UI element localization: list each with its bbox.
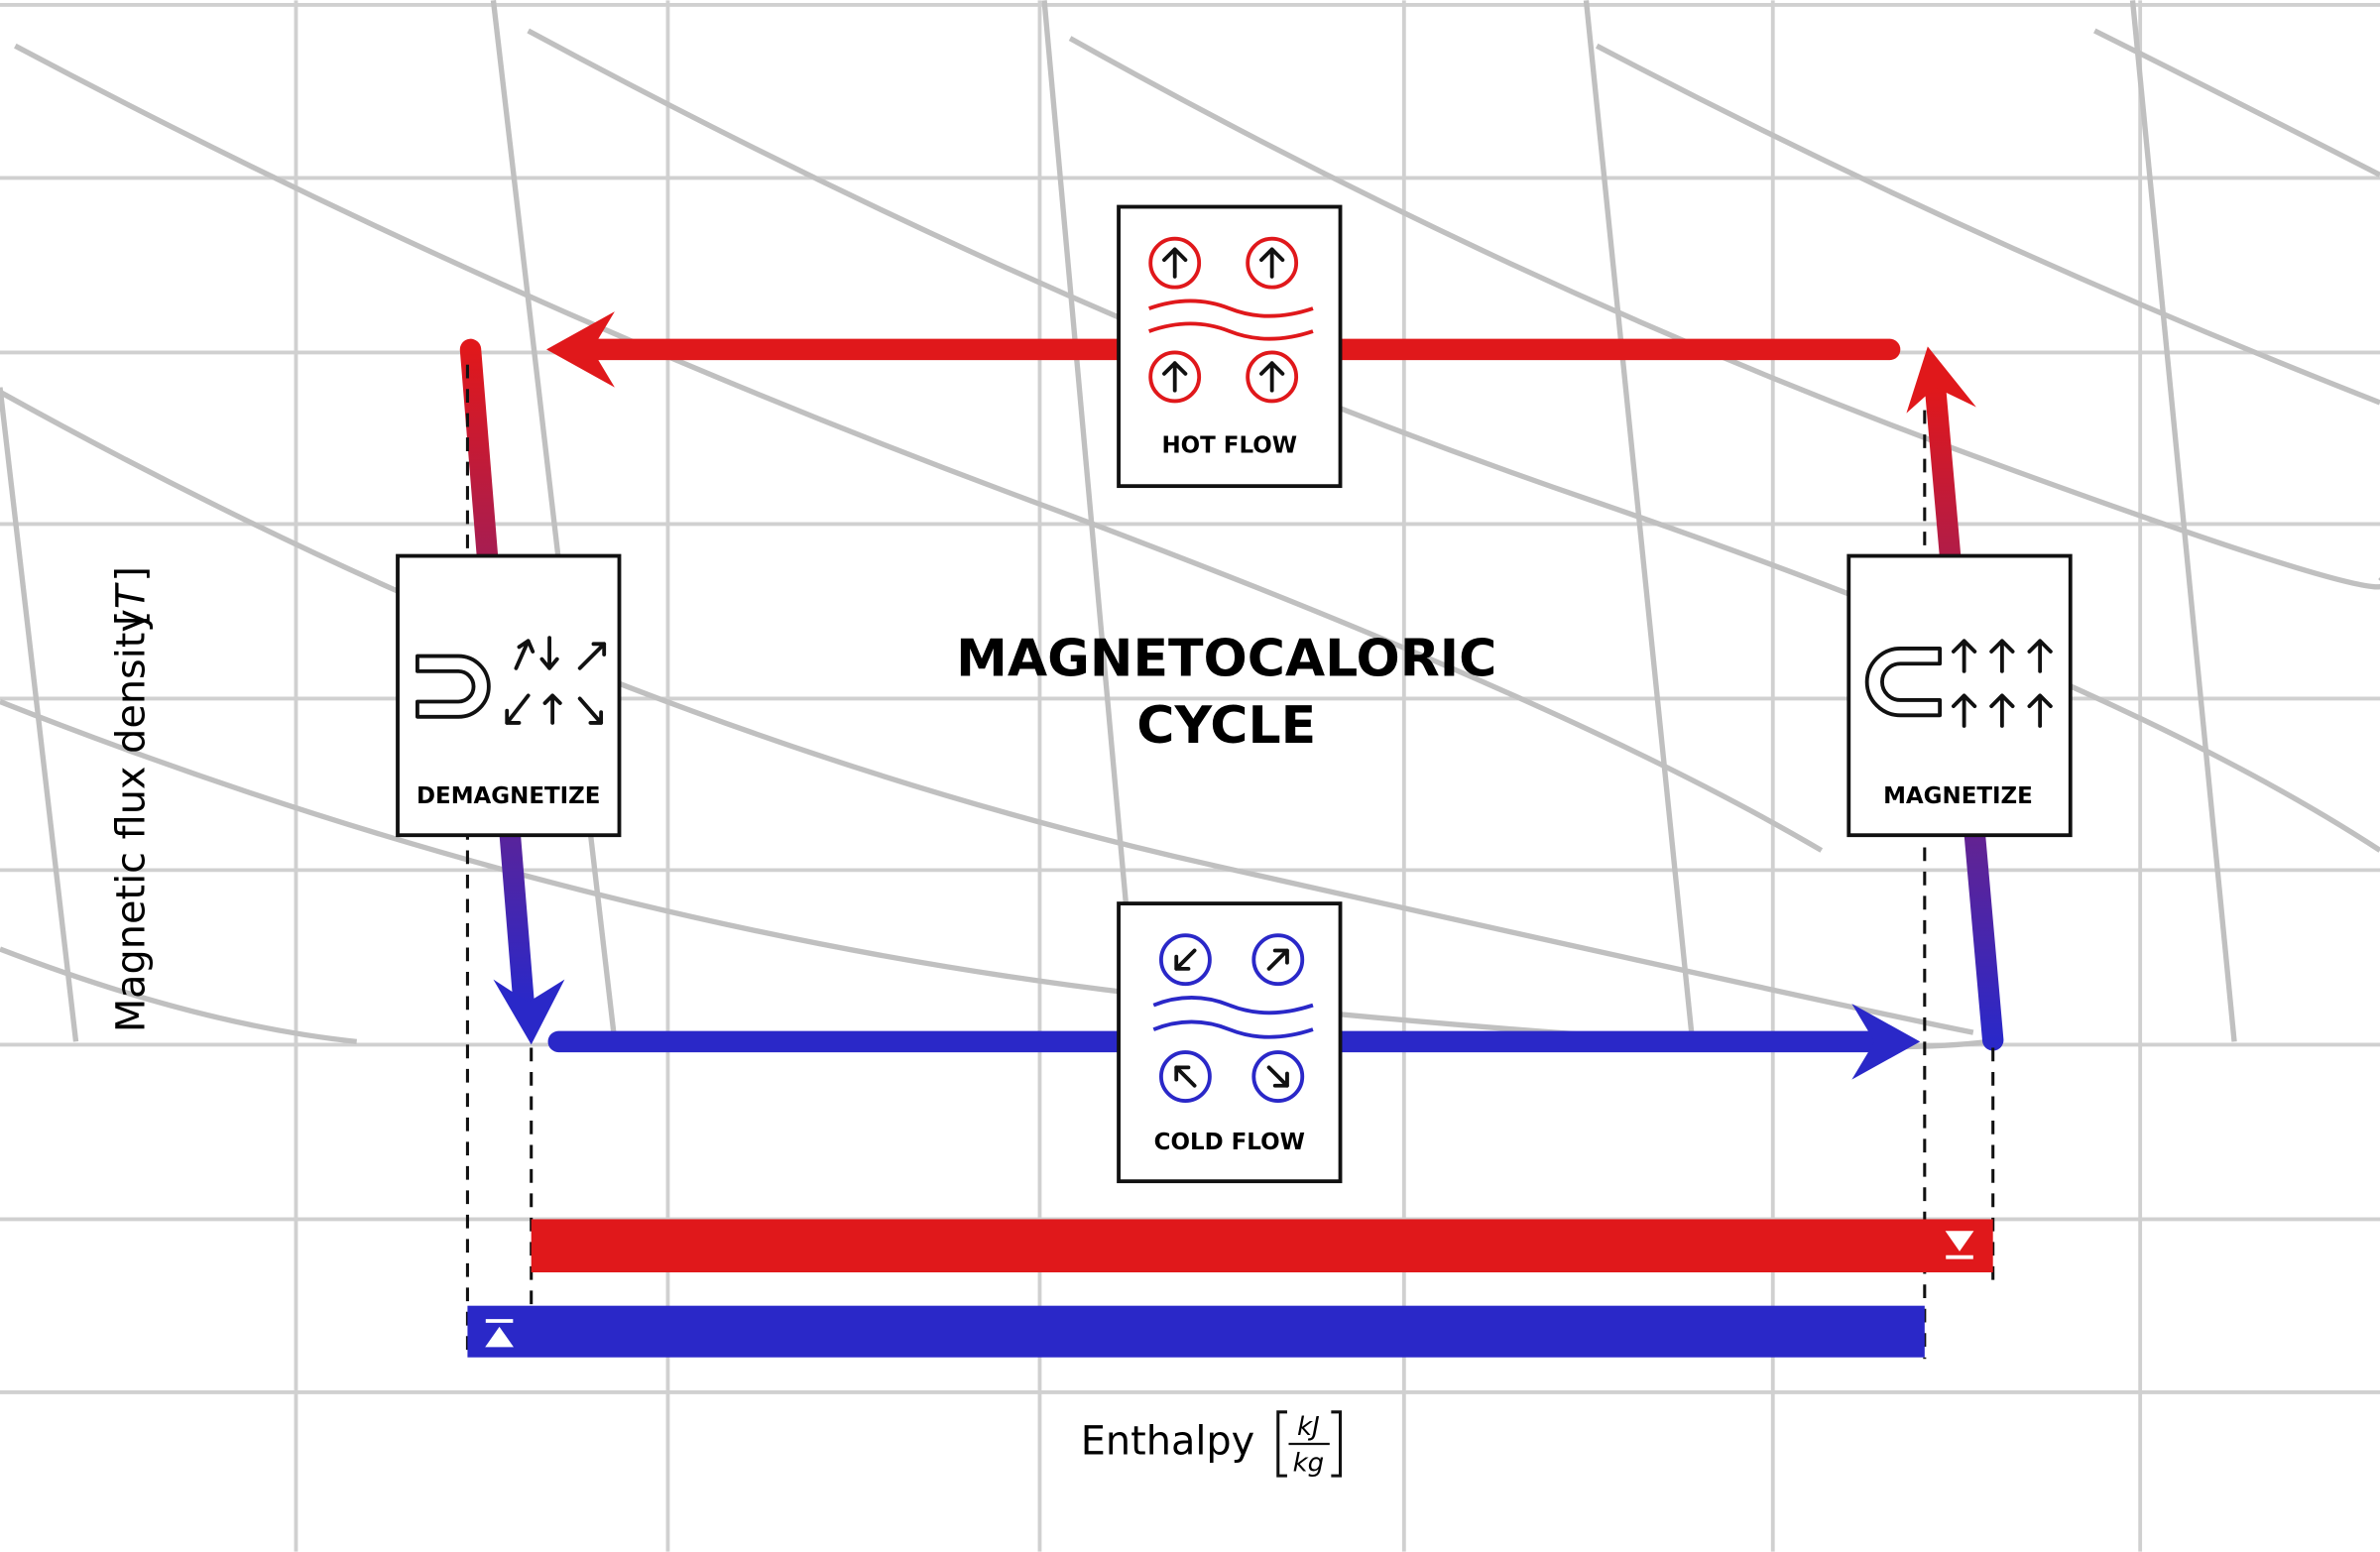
node-label: COLD FLOW	[1154, 1130, 1305, 1155]
y-unit-bracket: [	[108, 610, 154, 626]
node-label: MAGNETIZE	[1883, 783, 2033, 809]
y-unit: T	[108, 582, 154, 609]
title-line: MAGNETOCALORIC	[956, 629, 1496, 688]
dashed-guides	[465, 364, 1995, 1360]
demagnetize-box: DEMAGNETIZE	[396, 553, 622, 838]
node-label: HOT FLOW	[1161, 432, 1297, 458]
x-axis-label: Enthalpy kJ kg	[1081, 1410, 1343, 1479]
magnetize-box: MAGNETIZE	[1846, 553, 2073, 838]
x-unit-den: kg	[1293, 1449, 1325, 1479]
x-unit-bracket	[1276, 1410, 1343, 1478]
cold-reservoir-bar	[467, 1305, 1925, 1358]
y-axis-label: Magnetic flux density [ T ]	[108, 566, 154, 1032]
cold-flow-box: COLD FLOW	[1117, 901, 1343, 1184]
bar-icons	[485, 1231, 1974, 1348]
node-label: DEMAGNETIZE	[416, 783, 600, 809]
y-unit-bracket: ]	[108, 566, 154, 582]
hot-reservoir-bar	[531, 1219, 1993, 1273]
title-line: CYCLE	[1136, 696, 1316, 756]
x-label: Enthalpy	[1081, 1419, 1254, 1465]
x-unit-num: kJ	[1297, 1412, 1320, 1442]
y-label: Magnetic flux density	[108, 609, 154, 1032]
isolines	[0, 0, 2380, 1050]
hot-flow-box: HOT FLOW	[1117, 204, 1343, 489]
